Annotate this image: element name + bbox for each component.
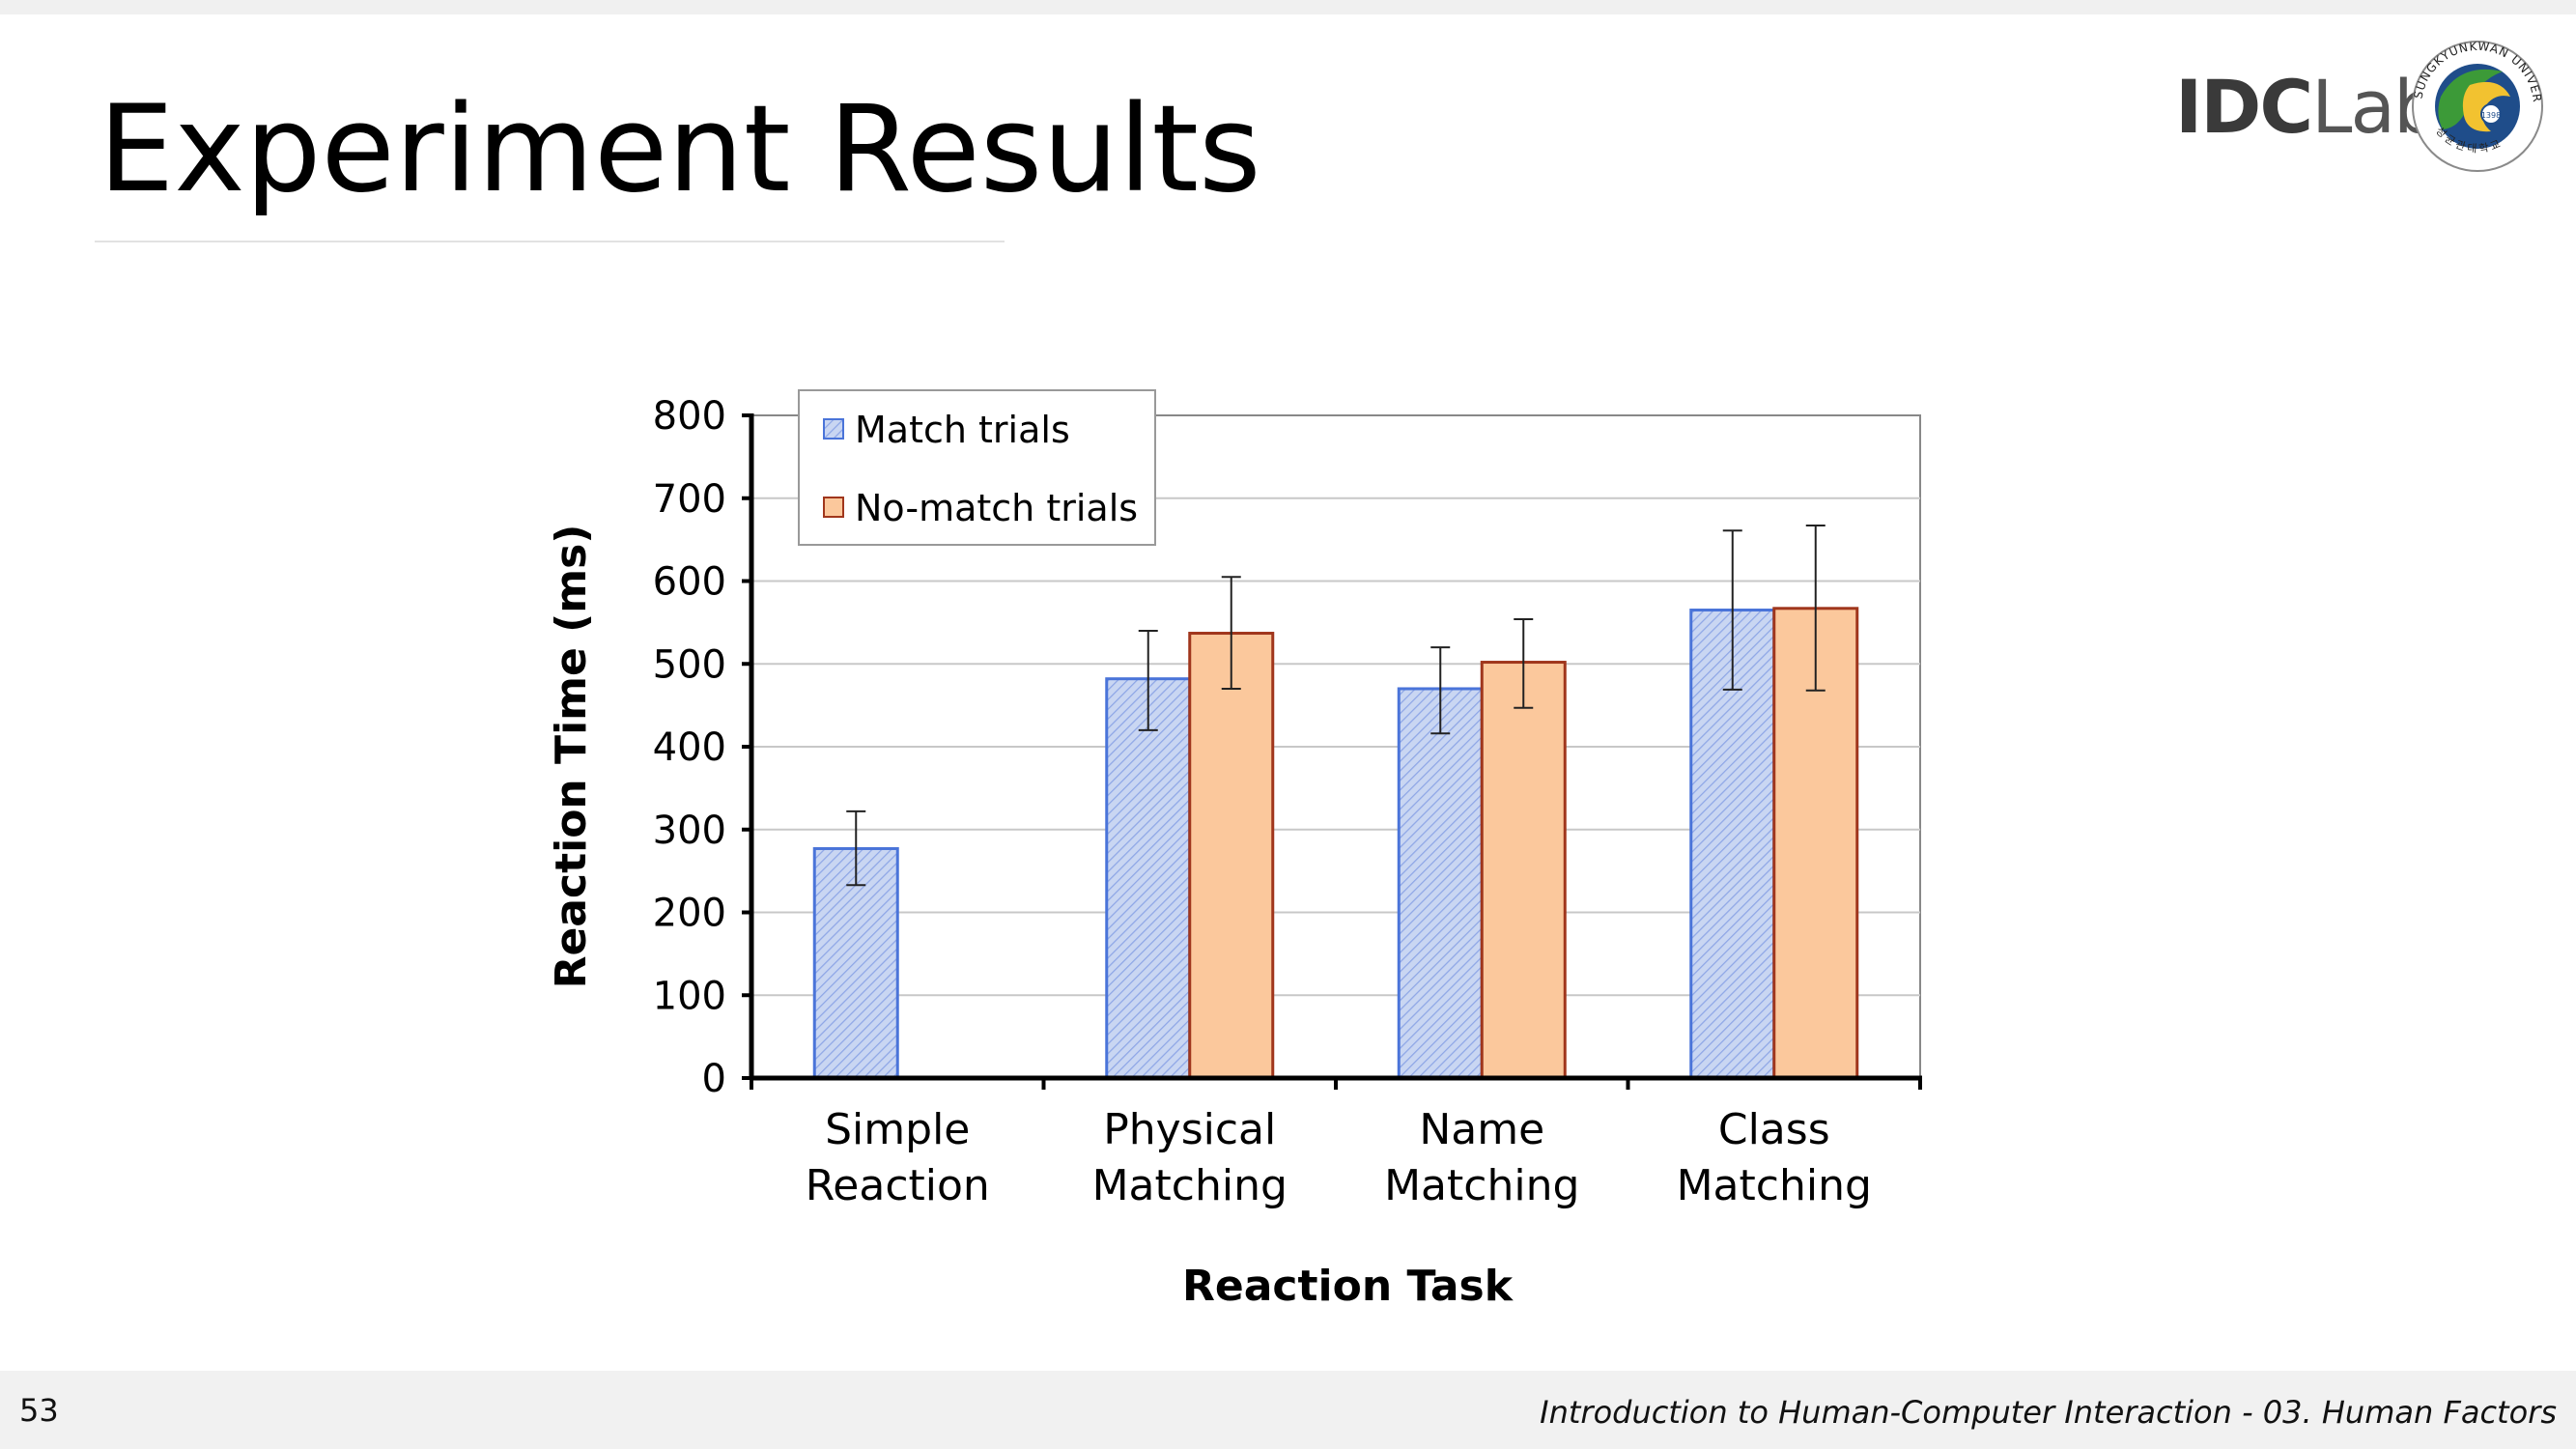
bar	[1397, 687, 1484, 1080]
category-label: Physical	[1103, 1105, 1276, 1154]
y-tick-label: 800	[653, 394, 726, 439]
error-bar	[1430, 646, 1451, 735]
y-tick-label: 500	[653, 642, 726, 687]
category-label: Class	[1718, 1105, 1830, 1154]
bar	[1480, 661, 1567, 1080]
seal-year-text: 1398	[2481, 111, 2501, 120]
slide-title: Experiment Results	[99, 80, 1261, 219]
error-bar	[1514, 617, 1534, 709]
reaction-time-chart: 0 100 200 300 400 500 600 700 800 Simple Reaction P…	[547, 389, 1922, 1311]
y-tick-label: 700	[653, 477, 726, 522]
y-tick-label: 600	[653, 560, 726, 605]
x-axis-title: Reaction Task	[1182, 1262, 1514, 1311]
y-tick-label: 300	[653, 809, 726, 853]
legend-label: No-match trials	[855, 487, 1138, 529]
category-label: Reaction	[806, 1161, 990, 1210]
y-tick-label: 200	[653, 892, 726, 936]
course-title: Introduction to Human-Computer Interacti…	[1540, 1394, 2557, 1431]
category-label: Matching	[1092, 1161, 1288, 1210]
legend-swatch	[823, 497, 844, 518]
y-tick-label: 0	[702, 1057, 726, 1101]
error-bar	[846, 810, 866, 887]
y-tick-label: 100	[653, 974, 726, 1018]
category-label: Simple	[825, 1105, 970, 1154]
error-bar	[1138, 629, 1158, 731]
bar	[1188, 632, 1275, 1080]
chart-legend: Match trials No-match trials	[798, 389, 1156, 546]
error-bar	[1805, 525, 1826, 692]
error-bar	[1722, 529, 1742, 691]
category-label: Matching	[1384, 1161, 1579, 1210]
top-strip	[0, 0, 2576, 14]
university-seal-icon: 1398 SUNGKYUNKWAN UNIVERSITY 성균관대학교	[2410, 39, 2543, 172]
y-axis-title: Reaction Time (ms)	[547, 525, 596, 989]
legend-label: Match trials	[855, 409, 1070, 451]
legend-swatch	[823, 418, 844, 440]
bar	[1105, 677, 1192, 1080]
error-bar	[1221, 576, 1241, 690]
title-underline	[95, 241, 1005, 242]
category-label: Name	[1419, 1105, 1544, 1154]
category-label: Matching	[1677, 1161, 1872, 1210]
page-number: 53	[19, 1392, 59, 1429]
y-tick-label: 400	[653, 725, 726, 770]
footer-bar	[0, 1371, 2576, 1449]
idclab-logo: IDCLab	[2175, 64, 2440, 151]
legend-box	[798, 389, 1156, 546]
logo-idc-text: IDC	[2175, 64, 2313, 150]
